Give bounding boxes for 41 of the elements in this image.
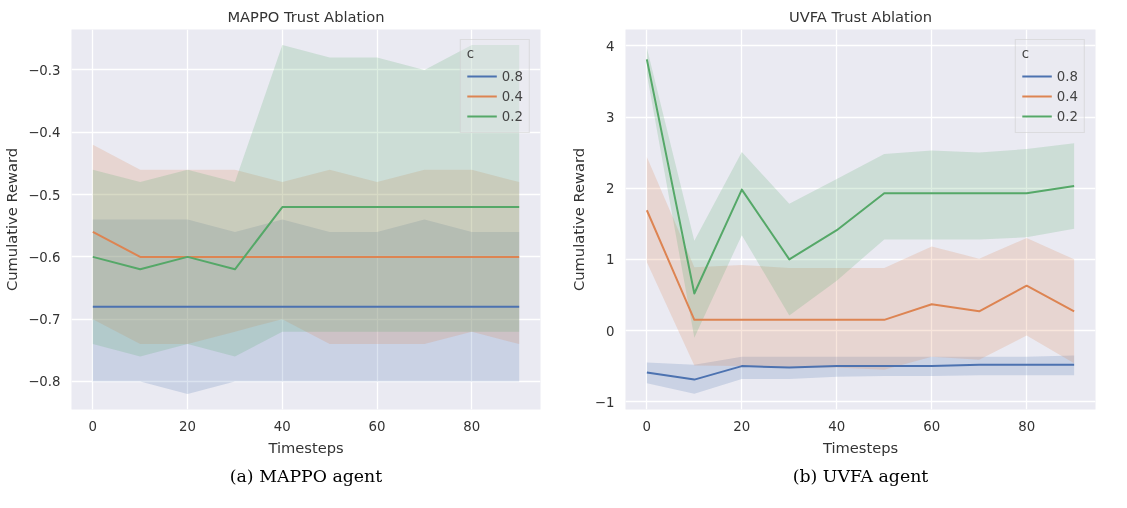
x-tick-label: 80	[1018, 418, 1036, 434]
y-tick-label: 3	[606, 110, 615, 126]
y-tick-label: 4	[606, 38, 615, 54]
text: (a) MAPPO agent	[229, 465, 383, 486]
y-tick-label: −0.6	[28, 249, 61, 265]
line-series	[645, 209, 1076, 321]
x-tick-label: 20	[179, 418, 197, 434]
x-tick-label: 20	[733, 418, 751, 434]
x-tick-label: 80	[463, 418, 481, 434]
y-tick-label: 1	[606, 252, 615, 268]
legend-label: 0.2	[1056, 108, 1078, 124]
line-series	[645, 58, 1076, 295]
x-tick-label: 0	[88, 418, 98, 434]
y-tick-label: −0.5	[28, 187, 61, 203]
x-tick-label: 60	[923, 418, 941, 434]
y-tick-label: −1	[594, 394, 615, 410]
legend-label: 0.4	[501, 88, 523, 104]
y-axis-title: Cumulative Reward	[3, 148, 21, 291]
y-tick-label: −0.3	[28, 62, 61, 78]
legend-title: c	[1021, 46, 1031, 61]
chart-title: UVFA Trust Ablation	[788, 7, 933, 25]
y-tick-label: 0	[606, 323, 615, 339]
y-axis-title: Cumulative Reward	[569, 148, 587, 291]
legend-label: 0.8	[501, 68, 523, 84]
x-tick-label: 40	[273, 418, 291, 434]
y-tick-label: −0.7	[28, 312, 61, 328]
x-axis-title: Timesteps	[821, 438, 899, 456]
y-tick-label: −0.4	[28, 125, 61, 141]
y-tick-label: 2	[606, 181, 615, 197]
legend-title: c	[466, 46, 476, 61]
chart-title: MAPPO Trust Ablation	[227, 7, 385, 25]
legend-label: 0.4	[1056, 88, 1078, 104]
legend-label: 0.2	[501, 108, 523, 124]
line-series	[645, 363, 1076, 381]
y-tick-label: −0.8	[28, 374, 61, 390]
x-axis-title: Timesteps	[267, 438, 344, 456]
legend-label: 0.8	[1056, 68, 1078, 84]
x-tick-label: 60	[368, 418, 386, 434]
x-tick-label: 40	[828, 418, 846, 434]
x-tick-label: 0	[642, 418, 652, 434]
text: (b) UVFA agent	[792, 465, 929, 486]
